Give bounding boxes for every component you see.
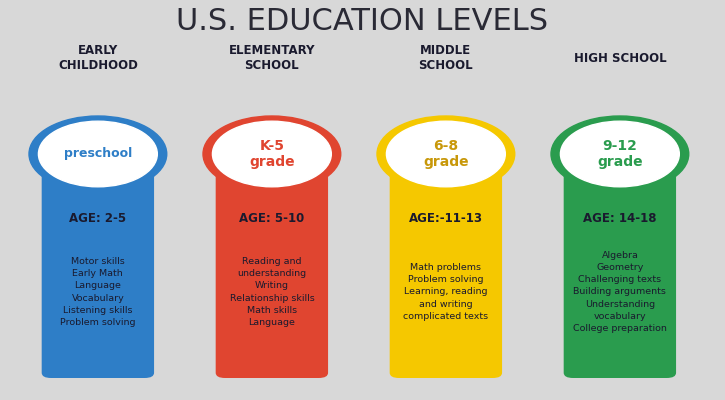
Text: EARLY
CHILDHOOD: EARLY CHILDHOOD — [58, 44, 138, 72]
Text: Motor skills
Early Math
Language
Vocabulary
Listening skills
Problem solving: Motor skills Early Math Language Vocabul… — [60, 257, 136, 327]
FancyBboxPatch shape — [216, 162, 328, 378]
Text: Algebra
Geometry
Challenging texts
Building arguments
Understanding
vocabulary
C: Algebra Geometry Challenging texts Build… — [573, 251, 667, 333]
Text: AGE: 14-18: AGE: 14-18 — [583, 212, 657, 224]
Text: ELEMENTARY
SCHOOL: ELEMENTARY SCHOOL — [228, 44, 315, 72]
Circle shape — [203, 116, 341, 192]
Circle shape — [29, 116, 167, 192]
FancyBboxPatch shape — [390, 162, 502, 378]
FancyBboxPatch shape — [564, 162, 676, 378]
Text: preschool: preschool — [64, 148, 132, 160]
Text: AGE: 5-10: AGE: 5-10 — [239, 212, 304, 224]
Text: K-5
grade: K-5 grade — [249, 139, 294, 169]
FancyBboxPatch shape — [42, 162, 154, 378]
Circle shape — [386, 121, 505, 187]
Circle shape — [212, 121, 331, 187]
Circle shape — [560, 121, 679, 187]
Text: 6-8
grade: 6-8 grade — [423, 139, 468, 169]
Text: AGE: 2-5: AGE: 2-5 — [70, 212, 126, 224]
Circle shape — [377, 116, 515, 192]
Text: U.S. EDUCATION LEVELS: U.S. EDUCATION LEVELS — [176, 8, 549, 36]
Circle shape — [551, 116, 689, 192]
Text: AGE:-11-13: AGE:-11-13 — [409, 212, 483, 224]
Text: Math problems
Problem solving
Learning, reading
and writing
complicated texts: Math problems Problem solving Learning, … — [403, 263, 489, 321]
Circle shape — [38, 121, 157, 187]
Text: Reading and
understanding
Writing
Relationship skills
Math skills
Language: Reading and understanding Writing Relati… — [230, 257, 314, 327]
Text: HIGH SCHOOL: HIGH SCHOOL — [573, 52, 666, 64]
Text: MIDDLE
SCHOOL: MIDDLE SCHOOL — [418, 44, 473, 72]
Text: 9-12
grade: 9-12 grade — [597, 139, 642, 169]
